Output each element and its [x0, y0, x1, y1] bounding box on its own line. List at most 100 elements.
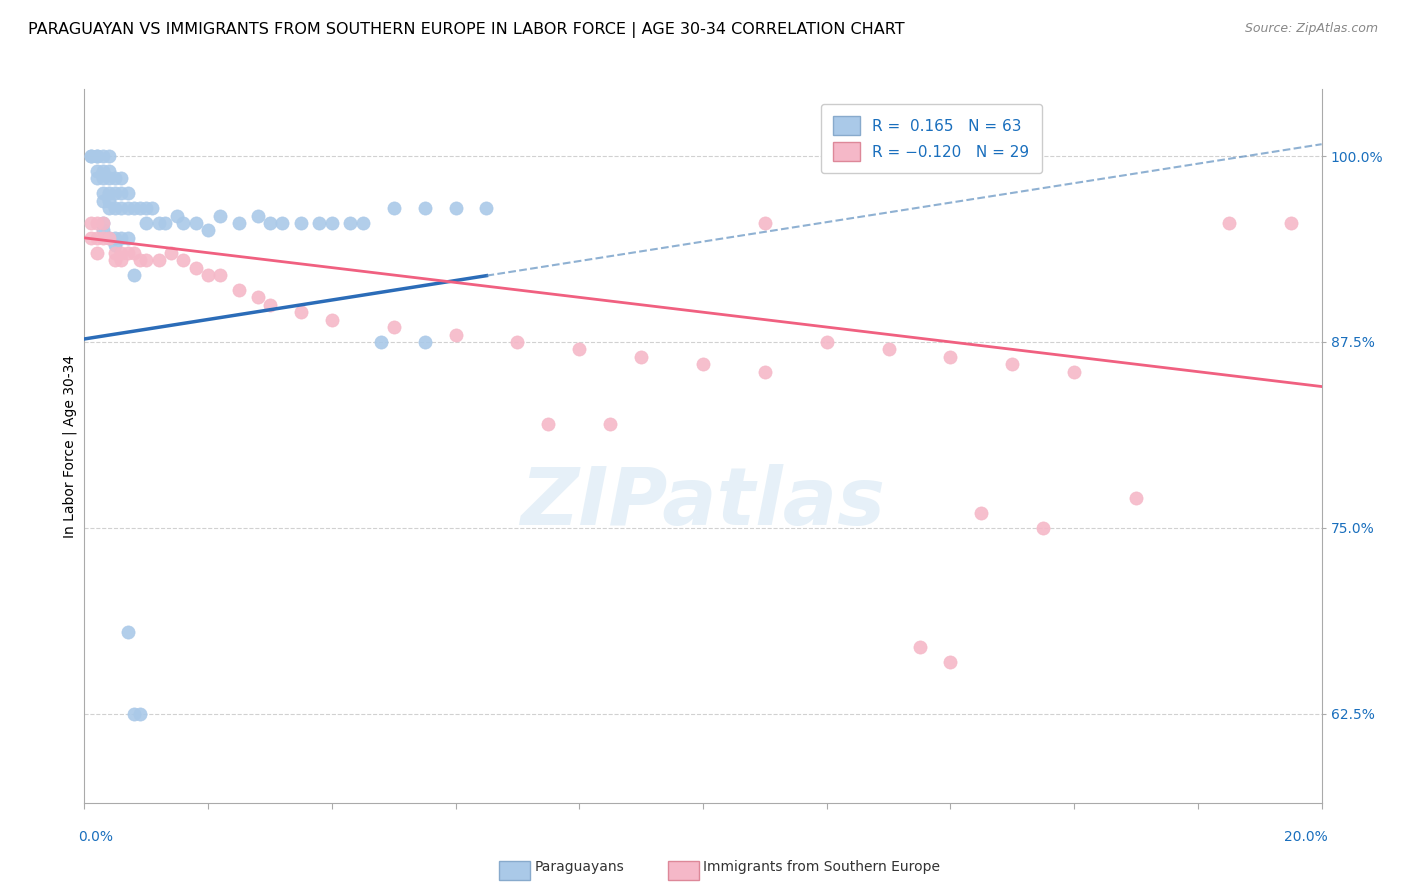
Point [754, 365, 776, 379]
Point [117, 186, 139, 201]
Text: 0.0%: 0.0% [79, 830, 112, 844]
Point [475, 201, 498, 215]
Point [413, 201, 436, 215]
Point [754, 216, 776, 230]
Point [135, 253, 157, 268]
Point [91, 186, 114, 201]
Point [877, 343, 900, 357]
Point [166, 209, 188, 223]
Point [382, 201, 405, 215]
Point [197, 223, 219, 237]
Point [259, 216, 281, 230]
Point [122, 201, 145, 215]
Point [939, 655, 962, 669]
Point [79, 149, 101, 163]
Point [98, 164, 121, 178]
Point [568, 343, 591, 357]
Point [122, 268, 145, 282]
Point [290, 305, 312, 319]
Point [104, 201, 127, 215]
Point [271, 216, 294, 230]
Point [86, 245, 108, 260]
Point [506, 334, 529, 349]
Point [110, 253, 132, 268]
Point [308, 216, 330, 230]
Point [1001, 357, 1024, 371]
Point [122, 245, 145, 260]
Point [370, 334, 392, 349]
Point [91, 216, 114, 230]
Point [129, 201, 152, 215]
Point [86, 216, 108, 230]
Point [184, 216, 207, 230]
Point [352, 216, 374, 230]
Point [91, 149, 114, 163]
Point [117, 624, 139, 639]
Point [98, 186, 121, 201]
Point [209, 209, 232, 223]
Point [153, 216, 176, 230]
Point [117, 231, 139, 245]
Point [815, 334, 838, 349]
Text: Immigrants from Southern Europe: Immigrants from Southern Europe [703, 860, 941, 874]
Point [160, 245, 183, 260]
Point [98, 149, 121, 163]
Point [246, 290, 269, 304]
Point [79, 216, 101, 230]
Point [86, 149, 108, 163]
Point [228, 283, 250, 297]
Point [599, 417, 621, 431]
Point [104, 171, 127, 186]
Point [413, 334, 436, 349]
Point [537, 417, 560, 431]
Point [86, 149, 108, 163]
Point [1279, 216, 1302, 230]
Text: 20.0%: 20.0% [1284, 830, 1327, 844]
Point [86, 231, 108, 245]
Point [290, 216, 312, 230]
Point [104, 245, 127, 260]
Point [129, 706, 152, 721]
Text: ZIPatlas: ZIPatlas [520, 464, 886, 542]
Point [1125, 491, 1147, 505]
Point [122, 706, 145, 721]
Point [692, 357, 714, 371]
Point [117, 201, 139, 215]
Point [444, 201, 467, 215]
Point [970, 506, 993, 520]
Point [91, 164, 114, 178]
Point [382, 320, 405, 334]
Text: Source: ZipAtlas.com: Source: ZipAtlas.com [1244, 22, 1378, 36]
Point [1218, 216, 1240, 230]
Point [1032, 521, 1054, 535]
Point [98, 231, 121, 245]
Y-axis label: In Labor Force | Age 30-34: In Labor Force | Age 30-34 [63, 354, 77, 538]
Legend: R =  0.165   N = 63, R = −0.120   N = 29: R = 0.165 N = 63, R = −0.120 N = 29 [821, 104, 1042, 173]
Point [104, 231, 127, 245]
Point [79, 149, 101, 163]
Point [110, 201, 132, 215]
Point [228, 216, 250, 230]
Point [104, 238, 127, 252]
Point [197, 268, 219, 282]
Point [110, 245, 132, 260]
Point [141, 201, 163, 215]
Point [148, 253, 170, 268]
Text: Paraguayans: Paraguayans [534, 860, 624, 874]
Point [110, 171, 132, 186]
Point [91, 171, 114, 186]
Point [98, 171, 121, 186]
Point [135, 201, 157, 215]
Point [91, 223, 114, 237]
Point [321, 216, 343, 230]
Point [339, 216, 361, 230]
Point [135, 216, 157, 230]
Text: PARAGUAYAN VS IMMIGRANTS FROM SOUTHERN EUROPE IN LABOR FORCE | AGE 30-34 CORRELA: PARAGUAYAN VS IMMIGRANTS FROM SOUTHERN E… [28, 22, 904, 38]
Point [630, 350, 652, 364]
Point [98, 194, 121, 208]
Point [148, 216, 170, 230]
Point [246, 209, 269, 223]
Point [209, 268, 232, 282]
Point [86, 164, 108, 178]
Point [939, 350, 962, 364]
